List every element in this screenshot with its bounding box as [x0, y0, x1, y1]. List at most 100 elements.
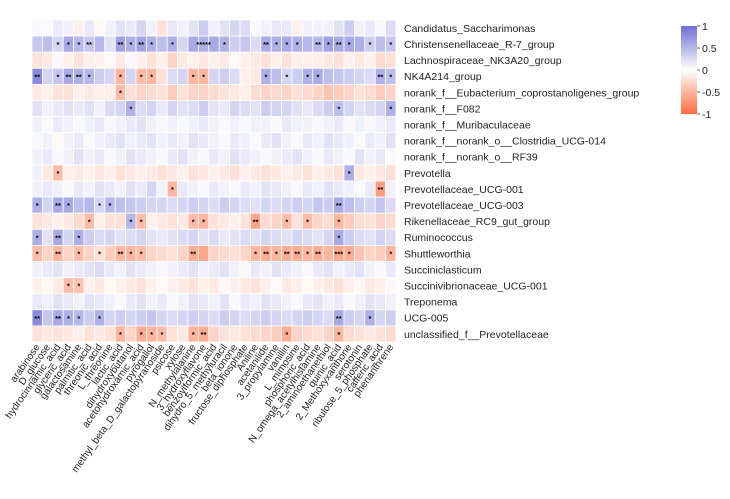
heatmap-cell — [166, 212, 178, 230]
heatmap-cell — [73, 51, 85, 69]
heatmap-cell — [260, 132, 272, 150]
heatmap-cell — [52, 19, 64, 37]
heatmap-cell — [239, 148, 251, 166]
heatmap-cell — [218, 293, 230, 311]
heatmap-cell — [177, 19, 189, 37]
row-label: unclassified_f__Prevotellaceae — [404, 329, 549, 341]
heatmap-cell — [114, 100, 126, 118]
heatmap-cell — [135, 132, 147, 150]
heatmap-cell — [301, 164, 314, 182]
legend-tick-label: -1 — [702, 109, 711, 121]
heatmap-cell — [62, 132, 75, 150]
heatmap-cell — [312, 277, 324, 295]
heatmap-cell — [114, 164, 126, 182]
heatmap-cell — [343, 116, 355, 134]
heatmap-cell — [249, 277, 262, 295]
heatmap-cell — [187, 132, 199, 150]
heatmap-cell — [187, 51, 199, 69]
heatmap-cell — [197, 180, 210, 198]
heatmap-cell — [364, 196, 376, 214]
heatmap-cell — [229, 19, 241, 37]
row-label: norank_f__norank_o__Clostridia_UCG-014 — [404, 136, 606, 148]
heatmap-cell — [374, 132, 387, 150]
heatmap-cell — [374, 277, 387, 295]
heatmap-cell — [177, 196, 189, 214]
significance-mark: ** — [294, 249, 300, 258]
heatmap-cell — [249, 309, 262, 327]
heatmap-cell — [343, 228, 355, 246]
heatmap-cell — [73, 212, 85, 230]
heatmap-cell — [312, 116, 324, 134]
heatmap-cell — [281, 132, 293, 150]
significance-mark: ** — [336, 201, 342, 210]
heatmap-cell — [52, 212, 64, 230]
heatmap-cell — [353, 132, 366, 150]
row-label: NK4A214_group — [404, 71, 482, 83]
heatmap-cell — [187, 196, 199, 214]
heatmap-cell — [385, 325, 397, 343]
heatmap-cell — [42, 261, 54, 279]
heatmap-cell — [249, 180, 262, 198]
heatmap-cell — [374, 196, 387, 214]
heatmap-cell — [94, 164, 106, 182]
heatmap-cell — [73, 116, 85, 134]
heatmap-cell — [322, 277, 335, 295]
heatmap-cell — [312, 196, 324, 214]
heatmap-cell — [94, 212, 106, 230]
heatmap-cell — [42, 277, 54, 295]
row-label: norank_f__F082 — [404, 103, 481, 115]
heatmap-cell — [156, 309, 168, 327]
significance-mark: * — [150, 330, 153, 339]
significance-mark: * — [192, 217, 195, 226]
heatmap-cell — [187, 261, 199, 279]
heatmap-cell — [104, 132, 116, 150]
heatmap-cell — [385, 261, 397, 279]
heatmap-cell — [177, 244, 189, 262]
heatmap-cell — [166, 309, 178, 327]
heatmap-cell — [343, 212, 355, 230]
heatmap-cell — [239, 164, 251, 182]
heatmap-cell — [301, 19, 314, 37]
heatmap-cell — [31, 84, 43, 101]
heatmap-cell — [322, 228, 335, 246]
heatmap-cell — [145, 196, 158, 214]
heatmap-cell — [94, 132, 106, 150]
heatmap-cell — [83, 100, 95, 118]
heatmap-cell — [166, 325, 178, 343]
heatmap-cell — [333, 19, 345, 37]
heatmap-cell — [187, 293, 199, 311]
heatmap-cell — [281, 51, 293, 69]
heatmap-cell — [218, 67, 230, 85]
row-label: Christensenellaceae_R-7_group — [404, 39, 555, 51]
heatmap-cell — [208, 67, 220, 85]
significance-mark: * — [296, 40, 299, 49]
heatmap-cell — [374, 35, 387, 53]
heatmap-cell — [156, 277, 168, 295]
heatmap-cell — [52, 84, 64, 101]
significance-mark: * — [140, 330, 143, 339]
heatmap-cell — [301, 132, 314, 150]
row-label: Succiniclasticum — [404, 264, 482, 276]
heatmap-cell — [260, 51, 272, 69]
heatmap-cell — [52, 132, 64, 150]
heatmap-cell — [353, 293, 366, 311]
significance-mark: * — [275, 40, 278, 49]
significance-mark: ** — [263, 40, 269, 49]
heatmap-cell — [156, 196, 168, 214]
heatmap-cell — [301, 309, 314, 327]
heatmap-cell — [322, 116, 335, 134]
heatmap-cell — [270, 277, 283, 295]
heatmap-cell — [104, 261, 116, 279]
heatmap-cell — [343, 100, 355, 118]
heatmap-cell — [260, 228, 272, 246]
heatmap-cell — [31, 132, 43, 150]
heatmap-cell — [385, 84, 397, 101]
heatmap-cell — [218, 180, 230, 198]
heatmap-cell — [385, 293, 397, 311]
heatmap-cell — [364, 180, 376, 198]
heatmap-cell — [125, 116, 137, 134]
heatmap-cell — [239, 116, 251, 134]
heatmap-cell — [218, 19, 230, 37]
heatmap-cell — [333, 180, 345, 198]
heatmap-cell — [385, 212, 397, 230]
